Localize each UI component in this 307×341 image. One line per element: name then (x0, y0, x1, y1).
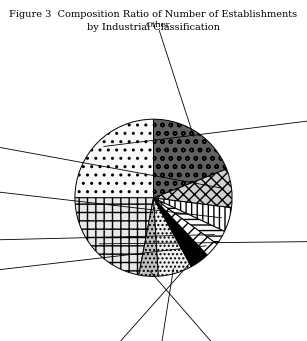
Wedge shape (154, 198, 207, 267)
Wedge shape (154, 198, 217, 255)
Text: Other: Other (145, 21, 194, 137)
Wedge shape (154, 198, 231, 231)
Wedge shape (75, 198, 154, 275)
Text: Other daily
life-related
services: Other daily life-related services (0, 125, 224, 189)
Wedge shape (139, 198, 158, 276)
Text: Laundry,
hairdressing,
bath: Laundry, hairdressing, bath (104, 102, 307, 147)
Wedge shape (154, 198, 191, 276)
Text: Other
businesses: Other businesses (0, 177, 222, 218)
Text: Special service: Special service (99, 237, 307, 245)
Wedge shape (75, 119, 154, 198)
Text: Figure 3  Composition Ratio of Number of Establishments
by Industrial Classifica: Figure 3 Composition Ratio of Number of … (10, 10, 297, 32)
Text: Automobil
repair: Automobil repair (0, 233, 214, 250)
Wedge shape (154, 119, 227, 198)
Wedge shape (154, 198, 225, 244)
Text: Medical care: Medical care (0, 246, 206, 280)
Text: Religion: Religion (150, 271, 257, 341)
Text: Recreation: Recreation (68, 257, 195, 341)
Text: Japanese-style hotel,
other lodgings: Japanese-style hotel, other lodgings (110, 269, 197, 341)
Wedge shape (154, 169, 232, 208)
